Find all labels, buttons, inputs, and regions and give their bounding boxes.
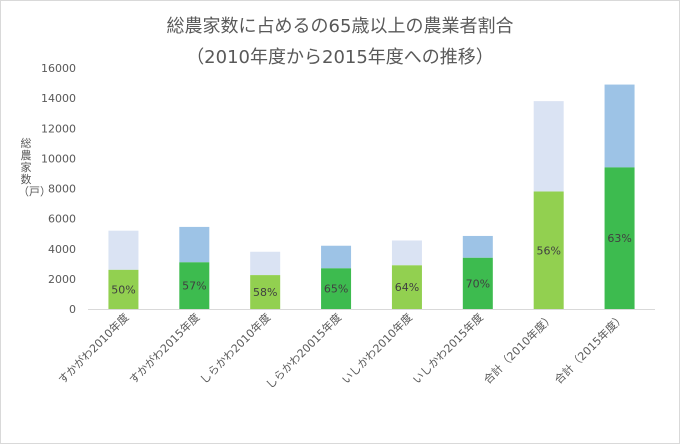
- bar-segment-other: [604, 84, 635, 168]
- data-label: 50%: [111, 283, 135, 296]
- bar-segment-other: [250, 251, 281, 276]
- y-tick-label: 14000: [41, 92, 76, 105]
- data-label: 64%: [395, 281, 419, 294]
- bar-segment-other: [179, 226, 210, 263]
- bar-segment-65-plus: [321, 268, 352, 309]
- y-tick-label: 0: [69, 303, 76, 316]
- data-label: 63%: [607, 232, 631, 245]
- data-label: 57%: [182, 280, 206, 293]
- y-tick-label: 2000: [48, 273, 76, 286]
- data-label: 56%: [536, 244, 560, 257]
- bar-segment-other: [321, 245, 352, 269]
- x-tick-label: すかがわ2015年度: [126, 310, 202, 386]
- bar-segment-65-plus: [604, 167, 635, 309]
- x-tick-label: いしかわ2010年度: [339, 310, 415, 386]
- x-tick-label: しらかわ2010年度: [197, 310, 273, 386]
- x-tick-label: 合計（2015年度）: [551, 310, 627, 386]
- x-tick-label: いしかわ2015年度: [410, 310, 486, 386]
- data-label: 70%: [466, 277, 490, 290]
- x-tick-label: すかがわ2010年度: [55, 310, 131, 386]
- y-tick-label: 16000: [41, 62, 76, 75]
- x-tick-label: しらかわ20015年度: [263, 310, 344, 391]
- chart-subtitle: （2010年度から2015年度への推移）: [186, 47, 494, 68]
- bar-segment-other: [462, 235, 493, 258]
- bar-segment-65-plus: [108, 269, 139, 309]
- y-tick-label: 10000: [41, 152, 76, 165]
- bar-segment-65-plus: [462, 257, 493, 309]
- y-tick-label: 8000: [48, 183, 76, 196]
- bar-segment-other: [533, 101, 564, 192]
- y-tick-label: 12000: [41, 122, 76, 135]
- bar-segment-65-plus: [533, 191, 564, 309]
- y-tick-label: 6000: [48, 213, 76, 226]
- chart-title: 総農家数に占めるの65歳以上の農業者割合: [166, 16, 514, 37]
- bar-segment-other: [108, 230, 139, 270]
- y-tick-label: 4000: [48, 243, 76, 256]
- bar-segment-65-plus: [391, 265, 422, 309]
- data-label: 65%: [324, 283, 348, 296]
- data-label: 58%: [253, 286, 277, 299]
- bar-segment-65-plus: [250, 275, 281, 309]
- bar-segment-other: [391, 240, 422, 266]
- x-tick-label: 合計（2010年度）: [480, 310, 556, 386]
- bar-segment-65-plus: [179, 262, 210, 309]
